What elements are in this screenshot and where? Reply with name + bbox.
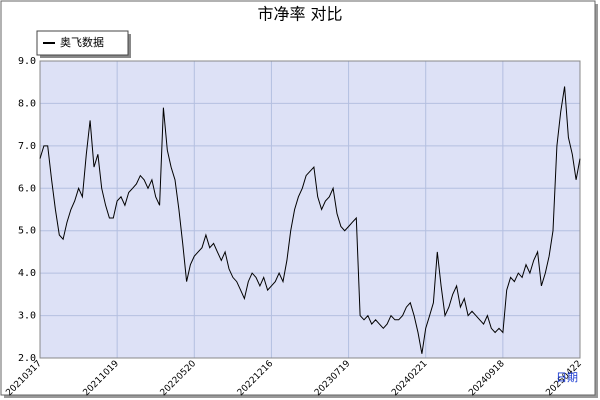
line	[39, 86, 581, 354]
y-tick-label: 7.0	[18, 141, 36, 152]
y-tick-label: 5.0	[18, 226, 36, 237]
y-tick-label: 8.0	[18, 98, 36, 109]
legend-label: 奥飞数据	[60, 35, 104, 49]
chart-title: 市净率 对比	[257, 5, 342, 24]
y-tick-label: 6.0	[18, 183, 36, 194]
y-tick-label: 2.0	[18, 353, 36, 364]
plot-area	[40, 61, 580, 358]
plot-border	[39, 60, 581, 359]
y-tick-label: 3.0	[18, 311, 36, 322]
x-axis-label: 日期	[556, 371, 578, 384]
y-tick-label: 4.0	[18, 268, 36, 279]
y-tick-label: 9.0	[18, 56, 36, 67]
